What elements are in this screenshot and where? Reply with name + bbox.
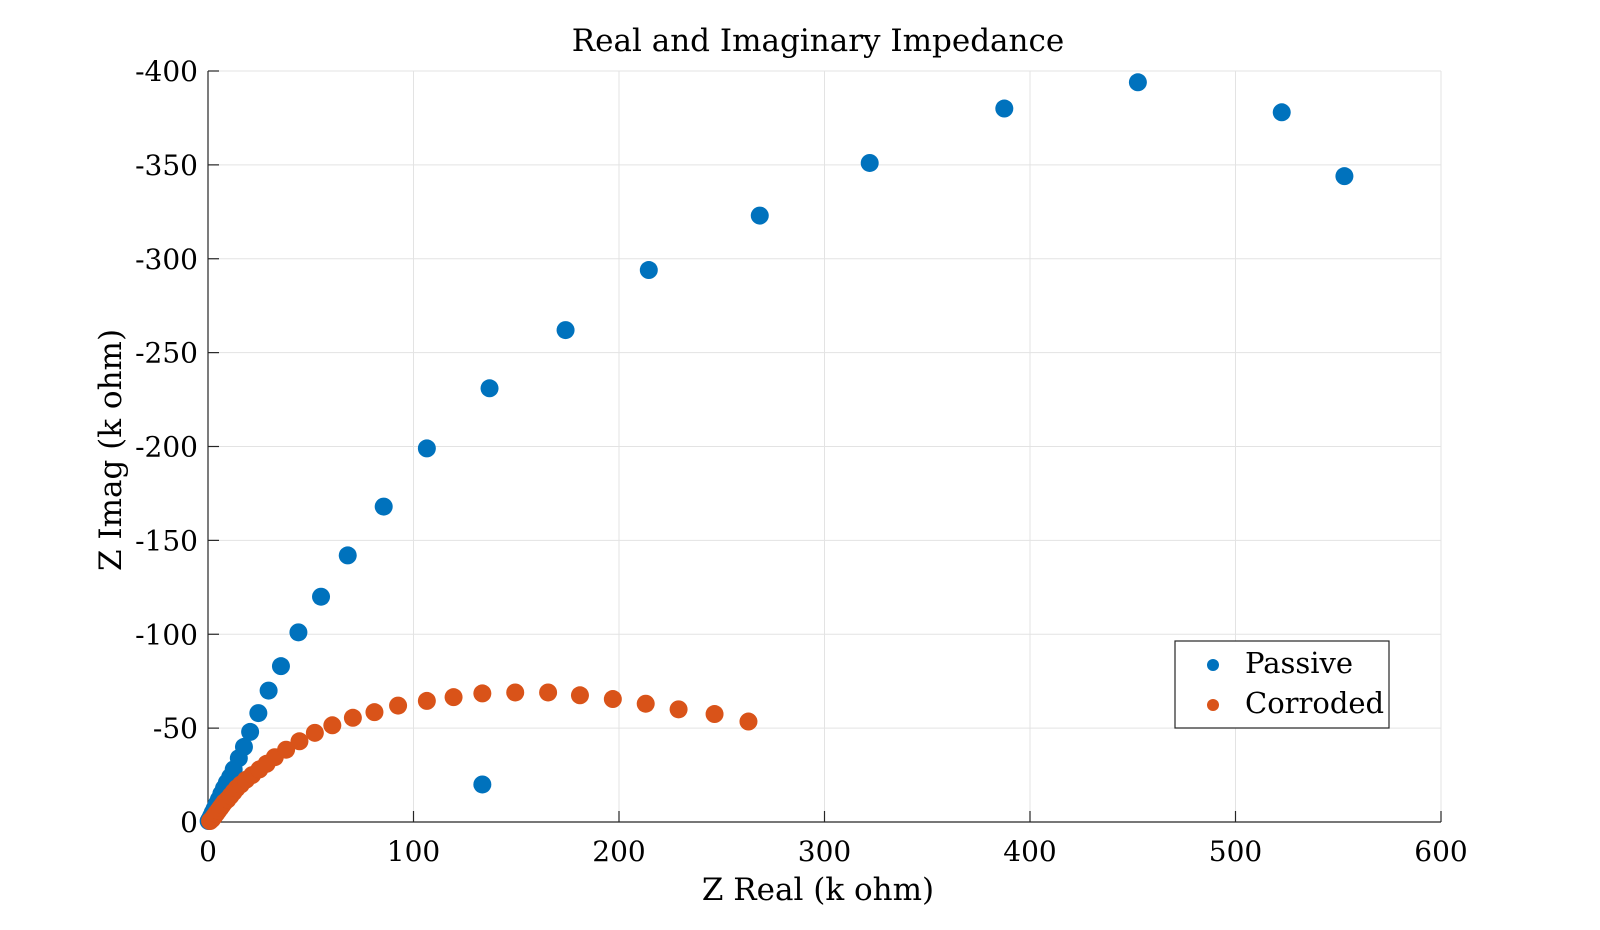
data-point-passive [750,206,769,225]
ticks: 0 100 200 300 400 500 600 0 -50 -100 -150 -200 -250 -… [135,55,1468,868]
data-point-corroded [365,703,384,722]
y-tick-label: -300 [135,243,198,276]
x-tick-label: 500 [1209,835,1262,868]
data-point-corroded [705,705,724,724]
data-point-corroded [444,688,463,707]
data-point-corroded [570,686,589,705]
data-point-corroded [417,691,436,710]
data-point-passive [480,379,499,398]
data-point-corroded [539,683,558,702]
data-point-passive [338,546,357,565]
x-tick-label: 400 [1003,835,1056,868]
x-tick-label: 300 [798,835,851,868]
data-point-passive [374,497,393,516]
grid [208,70,1442,822]
x-tick-label: 0 [199,835,217,868]
data-point-passive [1128,73,1147,92]
data-point-corroded [290,732,309,751]
data-point-passive [271,657,290,676]
data-point-passive [995,99,1014,118]
y-tick-label: -200 [135,431,198,464]
x-tick-label: 600 [1414,835,1467,868]
x-tick-label: 100 [387,835,440,868]
y-tick-label: -150 [135,524,198,557]
legend-label-passive: Passive [1245,646,1353,680]
y-tick-label: 0 [180,806,198,839]
x-tick-label: 200 [592,835,645,868]
data-point-passive [417,439,436,458]
legend-label-corroded: Corroded [1245,686,1384,720]
data-point-passive [860,153,879,172]
data-point-passive [639,261,658,280]
data-point-corroded [636,694,655,713]
data-point-corroded [739,712,758,731]
y-tick-label: -50 [153,712,198,745]
data-point-passive [312,587,331,606]
data-point-passive [1335,167,1354,186]
data-point-passive [234,737,253,756]
legend-box [1174,640,1390,729]
data-point-passive [556,321,575,340]
data-point-passive [259,681,278,700]
data-point-passive [473,775,492,794]
data-point-passive [249,704,268,723]
chart-title: Real and Imaginary Impedance [572,23,1064,59]
data-point-passive [241,722,260,741]
series-corroded [201,683,758,831]
data-point-corroded [305,723,324,742]
data-point-passive [289,623,308,642]
y-tick-label: -100 [135,618,198,651]
data-point-corroded [669,700,688,719]
y-tick-label: -250 [135,337,198,370]
legend-marker-corroded [1207,699,1219,711]
x-axis-label: Z Real (k ohm) [702,872,934,908]
data-point-corroded [473,684,492,703]
data-point-corroded [389,696,408,715]
y-tick-label: -400 [135,55,198,88]
y-axis-label: Z Imag (k ohm) [93,329,129,571]
data-point-corroded [323,716,342,735]
y-tick-label: -350 [135,149,198,182]
data-point-corroded [506,683,525,702]
legend-marker-passive [1207,659,1219,671]
data-point-corroded [343,708,362,727]
data-point-corroded [603,690,622,709]
data-point-passive [1272,103,1291,122]
data-point-corroded [277,740,296,759]
data-points [199,73,1354,831]
legend: Passive Corroded [1174,640,1390,729]
